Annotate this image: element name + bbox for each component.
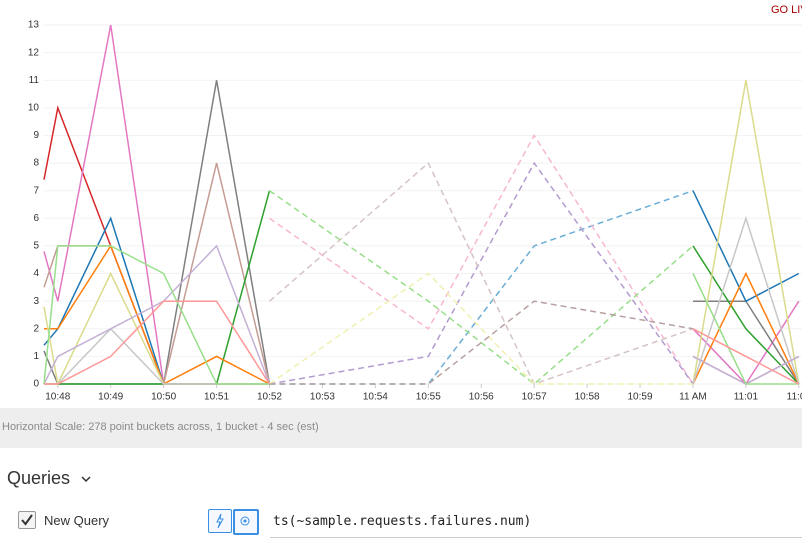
y-tick-label: 5: [33, 241, 39, 252]
x-tick-label: 10:53: [310, 392, 335, 403]
lightning-button[interactable]: [208, 509, 232, 533]
series-line: [692, 271, 800, 385]
y-tick-label: 8: [33, 158, 39, 169]
x-tick-label: 10:51: [204, 392, 229, 403]
y-tick-label: 9: [33, 130, 39, 141]
x-tick-label: 10:54: [363, 392, 388, 403]
x-tick-label: 11:02: [787, 392, 802, 403]
y-tick-label: 0: [33, 379, 39, 390]
series-line: [269, 300, 694, 385]
series-line: [269, 161, 694, 385]
y-tick-label: 11: [29, 75, 40, 86]
x-tick-label: 10:58: [575, 392, 600, 403]
series-line: [692, 273, 799, 385]
series-line: [269, 272, 693, 385]
x-tick-label: 10:59: [628, 392, 653, 403]
settings-button[interactable]: [233, 509, 259, 535]
y-tick-label: 12: [28, 47, 40, 58]
series-line: [43, 244, 271, 385]
series-line: [269, 161, 694, 385]
series-line: [269, 190, 694, 385]
series-line: [269, 189, 694, 385]
x-tick-label: 10:50: [151, 392, 176, 403]
x-tick-label: 10:48: [45, 392, 70, 403]
series-line: [692, 300, 800, 386]
series-line: [44, 300, 271, 385]
x-tick-label: 11 AM: [679, 392, 707, 403]
query-name[interactable]: New Query: [44, 513, 110, 528]
series-line: [693, 300, 800, 385]
query-expression[interactable]: ts(~sample.requests.failures.num): [273, 514, 532, 529]
y-tick-label: 4: [33, 268, 39, 279]
y-tick-label: 1: [33, 351, 39, 362]
input-underline: [270, 537, 802, 538]
checkbox[interactable]: [18, 511, 36, 529]
series-line: [43, 245, 270, 385]
y-tick-label: 13: [28, 20, 40, 31]
scale-band: Horizontal Scale: 278 point buckets acro…: [0, 408, 802, 448]
go-live[interactable]: GO LIVE: [771, 4, 802, 16]
x-tick-label: 11:01: [734, 392, 759, 403]
chevron[interactable]: [80, 474, 92, 484]
y-tick-label: 7: [33, 185, 39, 196]
series-line: [692, 328, 800, 385]
x-tick-label: 10:56: [469, 392, 494, 403]
series-line: [692, 215, 800, 385]
y-tick-label: 10: [28, 102, 40, 113]
series-line: [692, 245, 800, 385]
x-tick-label: 10:57: [522, 392, 547, 403]
x-tick-label: 10:52: [257, 392, 282, 403]
queries-title[interactable]: Queries: [7, 468, 71, 488]
horizontal-scale: Horizontal Scale: 278 point buckets acro…: [2, 421, 319, 433]
series-line: [692, 80, 800, 385]
x-tick-label: 10:55: [416, 392, 441, 403]
series-line: [269, 134, 694, 385]
y-tick-label: 6: [33, 213, 39, 224]
x-tick-label: 10:49: [98, 392, 123, 403]
y-tick-label: 3: [33, 296, 39, 307]
y-tick-label: 2: [33, 323, 39, 334]
